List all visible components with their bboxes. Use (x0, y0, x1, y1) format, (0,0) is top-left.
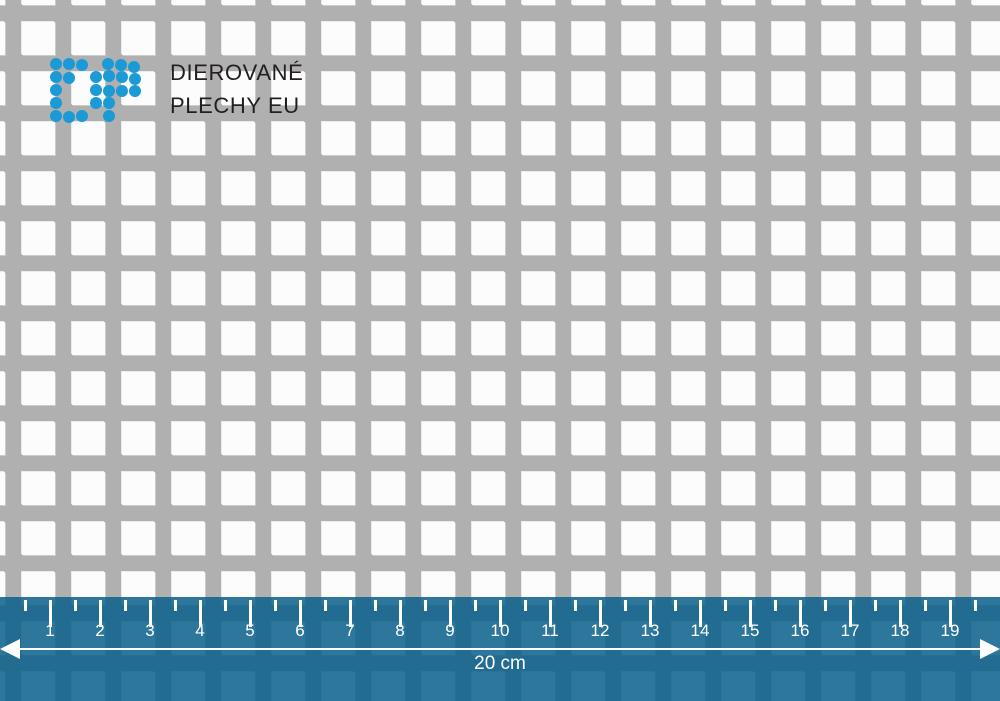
ruler-tick-minor (974, 600, 977, 611)
logo-dot (103, 85, 115, 97)
ruler-tick-major (599, 600, 602, 627)
ruler-overlay: 1 2 3 4 5 6 7 8 9 10 11 12 13 14 15 16 17 18 19 20 cm (0, 597, 1000, 701)
logo-dot (90, 71, 102, 83)
ruler-tick-minor (324, 600, 327, 611)
ruler-tick-minor (274, 600, 277, 611)
ruler-tick-minor (124, 600, 127, 611)
logo-dot (129, 85, 141, 97)
ruler-tick-major (549, 600, 552, 627)
ruler-tick-label: 6 (295, 621, 305, 640)
ruler-tick-label: 9 (445, 621, 455, 640)
ruler-tick-major (699, 600, 702, 627)
logo-dot (116, 71, 128, 83)
ruler-tick-minor (674, 600, 677, 611)
logo-dot (63, 72, 75, 84)
logo-text-line1: DIEROVANÉ (170, 60, 304, 85)
ruler-tick-label: 17 (840, 621, 860, 640)
ruler-tick-major (299, 600, 302, 627)
ruler-tick-label: 18 (890, 621, 910, 640)
ruler-tick-label: 3 (145, 621, 155, 640)
ruler-tick-major (949, 600, 952, 627)
ruler-tick-label: 12 (590, 621, 610, 640)
logo-dot (128, 61, 140, 73)
ruler-tick-major (649, 600, 652, 627)
ruler-tick-minor (74, 600, 77, 611)
logo-dot (50, 84, 62, 96)
ruler-tick-label: 13 (640, 621, 660, 640)
logo-dot-mark (50, 58, 145, 138)
ruler-tick-major (449, 600, 452, 627)
ruler-tick-minor (774, 600, 777, 611)
ruler-tick-minor (474, 600, 477, 611)
ruler-tick-label: 2 (95, 621, 105, 640)
ruler-tick-major (349, 600, 352, 627)
logo-dot (103, 110, 115, 122)
ruler-tick-minor (174, 600, 177, 611)
ruler-tick-major (749, 600, 752, 627)
measure-line (10, 648, 990, 650)
ruler-tick-minor (574, 600, 577, 611)
ruler-tick-label: 7 (345, 621, 355, 640)
ruler-tick-minor (524, 600, 527, 611)
logo-text-line2: PLECHY EU (170, 93, 300, 118)
ruler-tick-label: 8 (395, 621, 405, 640)
logo-dot (63, 111, 75, 123)
ruler-tick-major (799, 600, 802, 627)
ruler-tick-label: 5 (245, 621, 255, 640)
logo-dot (50, 58, 62, 70)
ruler-tick-minor (724, 600, 727, 611)
ruler-tick-minor (624, 600, 627, 611)
ruler-tick-major (249, 600, 252, 627)
ruler-tick-major (99, 600, 102, 627)
ruler-tick-minor (224, 600, 227, 611)
ruler-tick-minor (824, 600, 827, 611)
ruler-tick-label: 14 (690, 621, 710, 640)
ruler-tick-major (399, 600, 402, 627)
ruler-tick-minor (874, 600, 877, 611)
ruler-tick-minor (924, 600, 927, 611)
ruler-tick-label: 1 (45, 621, 55, 640)
ruler-tick-label: 16 (790, 621, 810, 640)
logo: DIEROVANÉ PLECHY EU (50, 58, 320, 140)
ruler-tick-label: 11 (541, 621, 559, 640)
logo-dot (115, 59, 127, 71)
logo-dot (50, 71, 62, 83)
logo-dot (90, 84, 102, 96)
ruler-tick-major (499, 600, 502, 627)
logo-dot (102, 58, 114, 70)
logo-dot (76, 59, 88, 71)
span-label: 20 cm (474, 653, 526, 674)
ruler-tick-label: 10 (490, 621, 510, 640)
logo-dot (129, 73, 141, 85)
logo-dot (50, 97, 62, 109)
logo-dot (63, 58, 75, 70)
logo-dot (76, 110, 88, 122)
ruler-tick-major (849, 600, 852, 627)
ruler-tick-minor (374, 600, 377, 611)
ruler-tick-major (49, 600, 52, 627)
ruler-tick-label: 19 (940, 621, 960, 640)
logo-dot (103, 70, 115, 82)
logo-dot (50, 110, 62, 122)
logo-text: DIEROVANÉ PLECHY EU (170, 56, 303, 122)
ruler-tick-major (149, 600, 152, 627)
arrow-head-right-icon (980, 639, 1000, 659)
ruler-tick-minor (424, 600, 427, 611)
ruler-tick-label: 4 (195, 621, 205, 640)
ruler-tick-major (899, 600, 902, 627)
ruler-tick-label: 15 (740, 621, 760, 640)
ruler-tick-minor (24, 600, 27, 611)
logo-dot (103, 97, 115, 109)
logo-dot (116, 85, 128, 97)
ruler-tick-major (199, 600, 202, 627)
logo-dot (90, 97, 102, 109)
